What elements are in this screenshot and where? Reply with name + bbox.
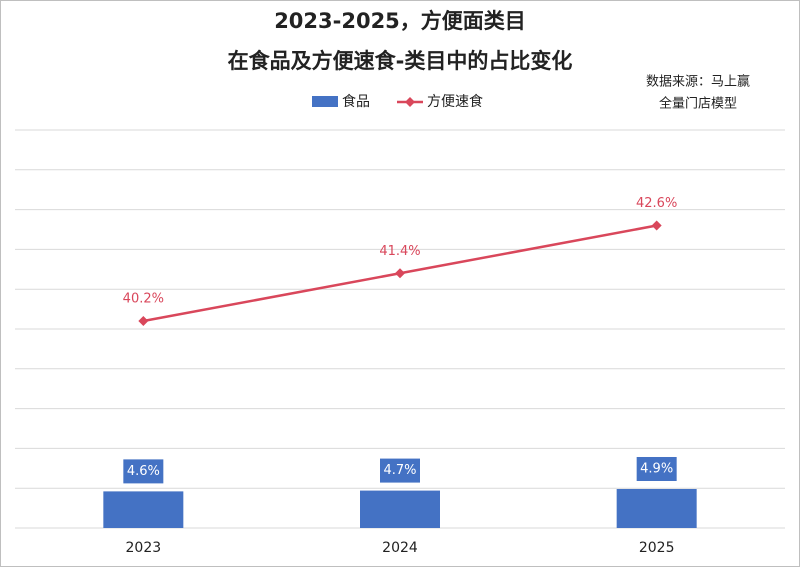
value-label-box: [380, 458, 420, 483]
value-label: 4.7%: [383, 463, 416, 478]
bar: [616, 488, 697, 528]
source-note: 数据来源：马上赢: [646, 74, 750, 90]
bar: [103, 491, 184, 528]
legend-marker: [405, 97, 415, 107]
value-label-box: [636, 456, 677, 481]
bar: [360, 490, 440, 528]
x-tick-label: 2025: [639, 540, 675, 556]
value-label: 4.6%: [127, 464, 160, 479]
x-tick-label: 2023: [126, 540, 162, 556]
value-label: 40.2%: [123, 292, 164, 307]
source-note: 全量门店模型: [659, 96, 737, 112]
legend-swatch: [312, 96, 338, 107]
value-label: 42.6%: [636, 196, 677, 211]
chart-title: 2023-2025，方便面类目: [274, 9, 526, 33]
value-label-box: [123, 459, 164, 484]
line-marker: [138, 316, 149, 327]
x-tick-label: 2024: [382, 540, 418, 556]
legend-label: 食品: [342, 93, 370, 110]
value-label: 4.9%: [640, 461, 673, 476]
chart-title: 在食品及方便速食-类目中的占比变化: [228, 49, 573, 73]
line-marker: [651, 220, 662, 231]
legend-label: 方便速食: [427, 93, 483, 110]
value-label: 41.4%: [379, 244, 420, 259]
line-marker: [395, 268, 405, 279]
